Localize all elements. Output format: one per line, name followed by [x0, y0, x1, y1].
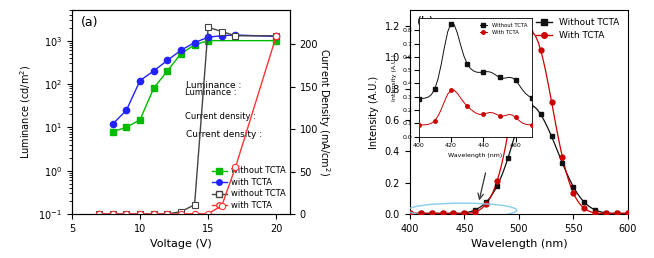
X-axis label: Voltage (V): Voltage (V) — [150, 239, 212, 249]
Legend: without TCTA, with TCTA, without TCTA, with TCTA: without TCTA, with TCTA, without TCTA, w… — [212, 166, 286, 210]
Legend: Without TCTA, With TCTA: Without TCTA, With TCTA — [532, 15, 623, 44]
Y-axis label: Intensity (A.U.): Intensity (A.U.) — [370, 76, 379, 149]
Text: Luminance :: Luminance : — [185, 88, 237, 97]
Text: (a): (a) — [80, 17, 98, 29]
Text: Luminance :: Luminance : — [186, 81, 242, 90]
Text: Current density :: Current density : — [186, 130, 262, 139]
Y-axis label: Current Density (mA/cm$^2$): Current Density (mA/cm$^2$) — [317, 48, 332, 176]
Text: Current density :: Current density : — [185, 112, 256, 121]
Text: (b): (b) — [417, 17, 434, 29]
Y-axis label: Luminance (cd/m$^2$): Luminance (cd/m$^2$) — [18, 65, 33, 159]
X-axis label: Wavelength (nm): Wavelength (nm) — [470, 239, 567, 249]
